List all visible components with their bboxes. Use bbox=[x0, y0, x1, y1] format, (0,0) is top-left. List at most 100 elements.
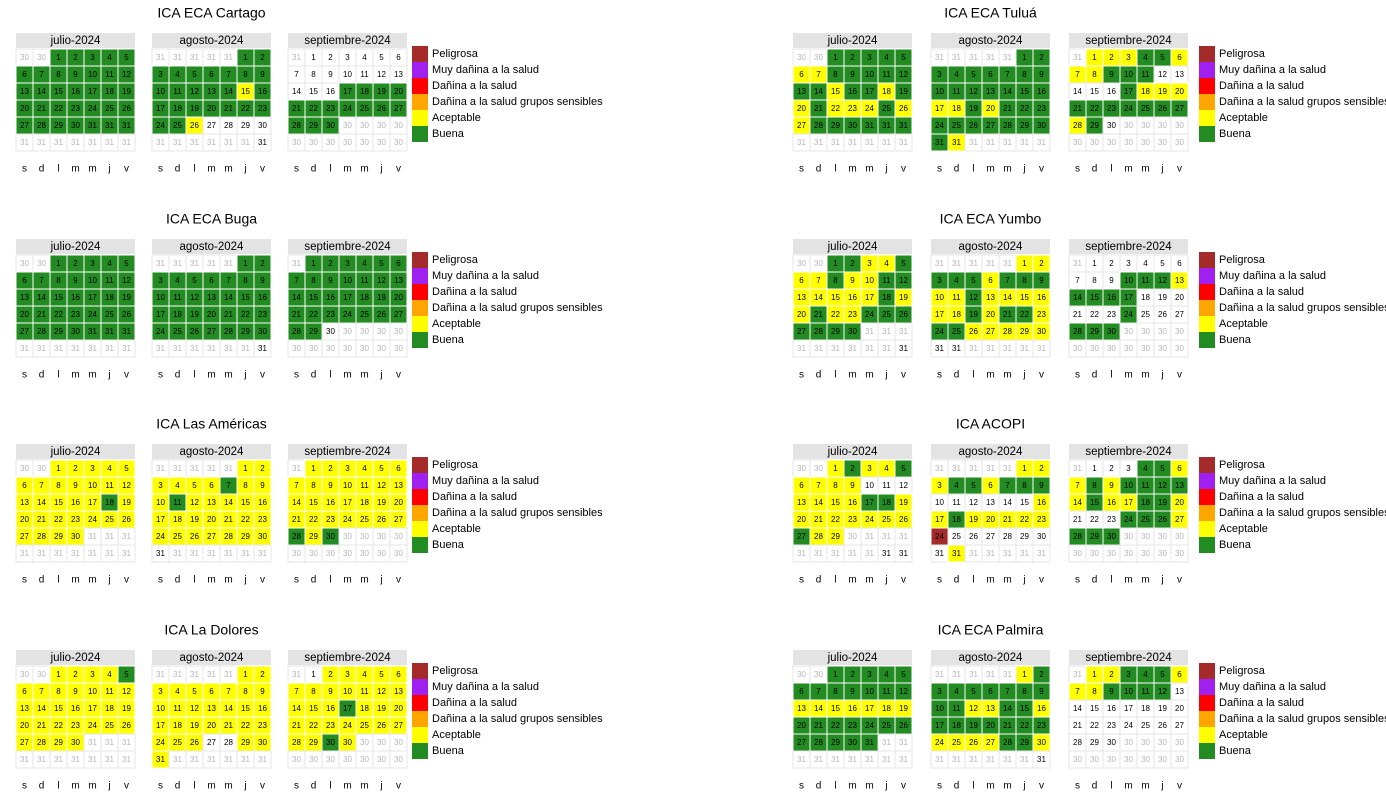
day-number: 31 bbox=[952, 670, 961, 679]
day-number: 6 bbox=[799, 70, 804, 79]
weekday-label: m bbox=[71, 370, 79, 381]
weekday-label: v bbox=[1177, 164, 1182, 175]
day-number: 27 bbox=[394, 104, 403, 113]
day-number: 30 bbox=[1141, 549, 1150, 558]
weekday-label: d bbox=[1092, 781, 1098, 792]
day-number: 30 bbox=[797, 464, 806, 473]
day-number: 31 bbox=[1073, 53, 1082, 62]
day-number: 4 bbox=[954, 481, 959, 490]
day-number: 31 bbox=[207, 138, 216, 147]
day-number: 21 bbox=[814, 310, 823, 319]
legend-label: Dañina a la salud bbox=[432, 80, 517, 92]
day-number: 2 bbox=[328, 670, 333, 679]
day-number: 30 bbox=[394, 138, 403, 147]
day-number: 21 bbox=[37, 515, 46, 524]
day-number: 31 bbox=[156, 549, 165, 558]
day-number: 30 bbox=[1037, 327, 1046, 336]
day-number: 26 bbox=[1158, 721, 1167, 730]
weekday-label: l bbox=[1110, 370, 1112, 381]
weekday-label: l bbox=[972, 164, 974, 175]
day-number: 17 bbox=[88, 293, 97, 302]
day-number: 22 bbox=[831, 721, 840, 730]
day-number: 20 bbox=[986, 721, 995, 730]
legend-swatch bbox=[412, 62, 428, 78]
day-number: 24 bbox=[343, 515, 352, 524]
day-number: 1 bbox=[311, 259, 316, 268]
weekday-label: j bbox=[1022, 781, 1025, 792]
day-number: 22 bbox=[1090, 104, 1099, 113]
legend-swatch bbox=[412, 473, 428, 489]
day-number: 27 bbox=[207, 121, 216, 130]
day-number: 30 bbox=[1124, 138, 1133, 147]
day-number: 6 bbox=[1177, 464, 1182, 473]
day-number: 17 bbox=[1124, 87, 1133, 96]
weekday-label: j bbox=[884, 575, 887, 586]
day-number: 31 bbox=[71, 344, 80, 353]
weekday-label: d bbox=[311, 781, 317, 792]
day-number: 12 bbox=[969, 704, 978, 713]
day-number: 15 bbox=[1090, 87, 1099, 96]
month-name: septiembre-2024 bbox=[1085, 446, 1172, 458]
day-number: 21 bbox=[1003, 310, 1012, 319]
day-number: 31 bbox=[952, 464, 961, 473]
day-number: 23 bbox=[326, 310, 335, 319]
day-number: 30 bbox=[1141, 121, 1150, 130]
day-number: 23 bbox=[1037, 515, 1046, 524]
day-number: 15 bbox=[1090, 704, 1099, 713]
day-number: 19 bbox=[190, 104, 199, 113]
day-number: 1 bbox=[243, 670, 248, 679]
day-number: 16 bbox=[848, 704, 857, 713]
day-number: 31 bbox=[814, 344, 823, 353]
legend-swatch bbox=[412, 110, 428, 126]
weekday-label: v bbox=[901, 781, 906, 792]
day-number: 14 bbox=[292, 704, 301, 713]
day-number: 6 bbox=[988, 276, 993, 285]
day-number: 11 bbox=[952, 293, 961, 302]
day-number: 30 bbox=[394, 755, 403, 764]
day-number: 30 bbox=[20, 53, 29, 62]
day-number: 24 bbox=[935, 532, 944, 541]
weekday-label: m bbox=[865, 575, 873, 586]
weekday-label: v bbox=[260, 781, 265, 792]
day-number: 20 bbox=[986, 310, 995, 319]
weekday-label: v bbox=[124, 781, 129, 792]
day-number: 31 bbox=[88, 738, 97, 747]
day-number: 30 bbox=[71, 738, 80, 747]
day-number: 3 bbox=[937, 687, 942, 696]
day-number: 31 bbox=[899, 549, 908, 558]
weekday-label: s bbox=[937, 164, 942, 175]
weekday-label: m bbox=[343, 575, 351, 586]
day-number: 31 bbox=[1073, 464, 1082, 473]
day-number: 31 bbox=[224, 670, 233, 679]
day-number: 12 bbox=[377, 276, 386, 285]
day-number: 30 bbox=[343, 344, 352, 353]
legend-label: Dañina a la salud bbox=[1219, 697, 1304, 709]
day-number: 27 bbox=[986, 532, 995, 541]
weekday-label: l bbox=[57, 575, 59, 586]
day-number: 1 bbox=[1022, 670, 1027, 679]
day-number: 30 bbox=[1090, 344, 1099, 353]
day-number: 29 bbox=[241, 738, 250, 747]
day-number: 31 bbox=[882, 138, 891, 147]
weekday-label: s bbox=[158, 575, 163, 586]
day-number: 31 bbox=[190, 549, 199, 558]
panel-title: ICA ECA Yumbo bbox=[940, 211, 1042, 227]
legend-label: Muy dañina a la salud bbox=[1219, 64, 1326, 76]
day-number: 24 bbox=[865, 721, 874, 730]
day-number: 14 bbox=[292, 498, 301, 507]
panel-title: ICA ECA Cartago bbox=[157, 5, 265, 21]
day-number: 31 bbox=[224, 755, 233, 764]
day-number: 6 bbox=[988, 70, 993, 79]
day-number: 16 bbox=[848, 498, 857, 507]
day-number: 21 bbox=[1003, 515, 1012, 524]
day-number: 25 bbox=[360, 104, 369, 113]
legend-label: Aceptable bbox=[432, 523, 481, 535]
day-number: 31 bbox=[105, 532, 114, 541]
day-number: 16 bbox=[258, 87, 267, 96]
day-number: 10 bbox=[156, 293, 165, 302]
day-number: 9 bbox=[1109, 70, 1114, 79]
day-number: 31 bbox=[207, 755, 216, 764]
day-number: 31 bbox=[814, 549, 823, 558]
weekday-label: l bbox=[972, 575, 974, 586]
day-number: 30 bbox=[377, 327, 386, 336]
